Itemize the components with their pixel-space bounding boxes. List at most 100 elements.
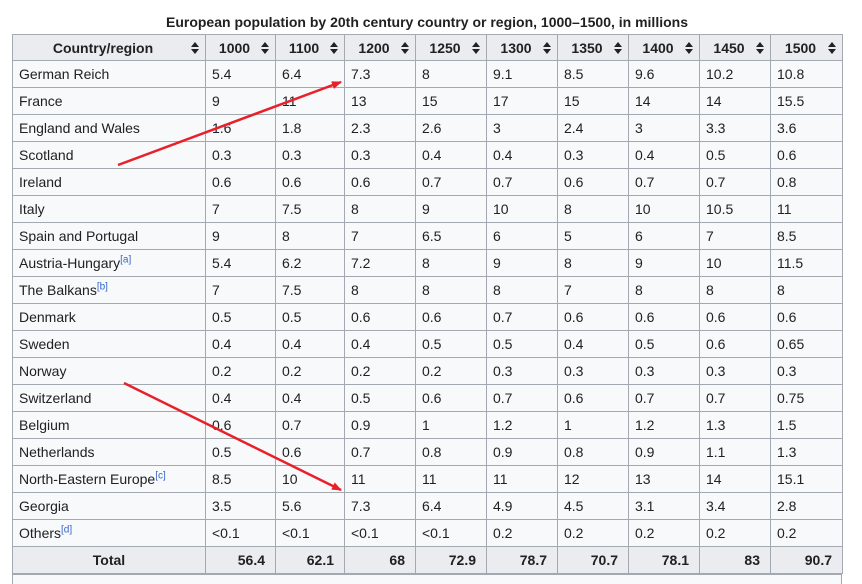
population-cell: 0.4 [275,330,345,358]
population-cell: 15 [557,87,629,115]
population-cell: 15.5 [770,87,843,115]
population-cell: 0.3 [770,357,843,385]
sort-icon[interactable] [543,41,551,54]
column-header-1250[interactable]: 1250 [415,34,487,61]
population-cell: 0.5 [699,141,771,169]
population-cell: 11 [275,87,345,115]
population-cell: 8 [557,249,629,277]
population-cell: 14 [699,465,771,493]
region-name-cell: Italy [12,195,206,223]
column-header-1350[interactable]: 1350 [557,34,629,61]
sort-icon[interactable] [614,41,622,54]
population-cell: 0.4 [205,384,276,412]
sort-icon[interactable] [191,41,199,54]
region-name: Denmark [19,309,76,325]
population-cell: 1.3 [770,438,843,466]
population-cell: 0.2 [557,519,629,547]
population-cell: 7.3 [344,60,416,88]
sort-icon[interactable] [685,41,693,54]
population-cell: 2.3 [344,114,416,142]
population-cell: 0.6 [557,168,629,196]
population-cell: 0.6 [275,168,345,196]
sort-icon[interactable] [330,41,338,54]
population-cell: 0.7 [699,384,771,412]
population-cell: 9 [628,249,700,277]
population-cell: 0.3 [699,357,771,385]
column-header-1200[interactable]: 1200 [344,34,416,61]
total-cell: 83 [699,546,771,574]
column-header-1500[interactable]: 1500 [770,34,843,61]
table-row: Others[d] <0.1 <0.1 <0.1 <0.1 0.2 0.2 0.2 0.2 0.2 [12,519,843,547]
population-cell: 7.5 [275,276,345,304]
region-name: The Balkans [19,282,97,298]
population-cell: 0.7 [344,438,416,466]
table-row: Scotland 0.3 0.3 0.3 0.4 0.4 0.3 0.4 0.5 0.6 [12,141,843,169]
region-name: Scotland [19,147,74,163]
population-cell: 0.7 [415,168,487,196]
population-cell: 0.4 [628,141,700,169]
population-table: Country/region 1000 1100 1200 1250 1300 1350 14… [12,34,843,574]
region-name: Switzerland [19,390,92,406]
population-cell: 9.1 [486,60,558,88]
table-wrapper: European population by 20th century coun… [12,10,843,574]
population-cell: 0.6 [699,303,771,331]
region-name-cell: Switzerland [12,384,206,412]
sort-icon[interactable] [828,41,836,54]
region-name-cell: German Reich [12,60,206,88]
population-cell: 0.6 [628,303,700,331]
total-cell: 68 [344,546,416,574]
region-name-cell: Denmark [12,303,206,331]
population-cell: 15 [415,87,487,115]
population-cell: 6 [486,222,558,250]
region-name-cell: Georgia [12,492,206,520]
table-row: Italy 7 7.5 8 9 10 8 10 10.5 11 [12,195,843,223]
column-header-1100[interactable]: 1100 [275,34,345,61]
population-cell: 1.3 [699,411,771,439]
table-row: Georgia 3.5 5.6 7.3 6.4 4.9 4.5 3.1 3.4 2.8 [12,492,843,520]
region-name: France [19,93,63,109]
population-cell: 1.1 [699,438,771,466]
population-cell: 7 [205,195,276,223]
population-cell: 9 [486,249,558,277]
region-name-cell: Scotland [12,141,206,169]
population-cell: 11 [344,465,416,493]
table-row: Belgium 0.6 0.7 0.9 1 1.2 1 1.2 1.3 1.5 [12,411,843,439]
footnote-link[interactable]: [d] [61,524,73,536]
region-name: German Reich [19,66,110,82]
population-cell: 5.4 [205,249,276,277]
population-cell: 0.7 [628,384,700,412]
table-footer: Total 56.4 62.1 68 72.9 78.7 70.7 78.1 83 90.7 [12,546,843,574]
column-header-1450[interactable]: 1450 [699,34,771,61]
population-cell: 1 [415,411,487,439]
table-row: Switzerland 0.4 0.4 0.5 0.6 0.7 0.6 0.7 0.7 0.75 [12,384,843,412]
sort-icon[interactable] [401,41,409,54]
population-cell: 1.2 [628,411,700,439]
population-cell: 14 [699,87,771,115]
population-cell: 8 [699,276,771,304]
column-header-1000[interactable]: 1000 [205,34,276,61]
column-header-country[interactable]: Country/region [12,34,206,61]
population-cell: 2.4 [557,114,629,142]
population-cell: 4.5 [557,492,629,520]
sort-icon[interactable] [756,41,764,54]
sort-icon[interactable] [472,41,480,54]
footnote-link[interactable]: [c] [155,470,166,482]
sort-icon[interactable] [261,41,269,54]
population-cell: 9 [205,222,276,250]
population-cell: 0.3 [344,141,416,169]
population-cell: 0.5 [205,303,276,331]
population-cell: 8.5 [205,465,276,493]
footnote-link[interactable]: [b] [96,281,108,293]
footnote-link[interactable]: [a] [120,254,132,266]
region-name: North-Eastern Europe [19,471,156,487]
population-cell: 12 [557,465,629,493]
population-cell: 9.6 [628,60,700,88]
population-cell: 1.5 [770,411,843,439]
column-header-label: 1100 [288,39,320,56]
population-cell: 8 [486,276,558,304]
column-header-label: 1400 [642,39,674,56]
population-cell: 0.6 [415,303,487,331]
column-header-1300[interactable]: 1300 [486,34,558,61]
column-header-1400[interactable]: 1400 [628,34,700,61]
region-name: Netherlands [19,444,95,460]
